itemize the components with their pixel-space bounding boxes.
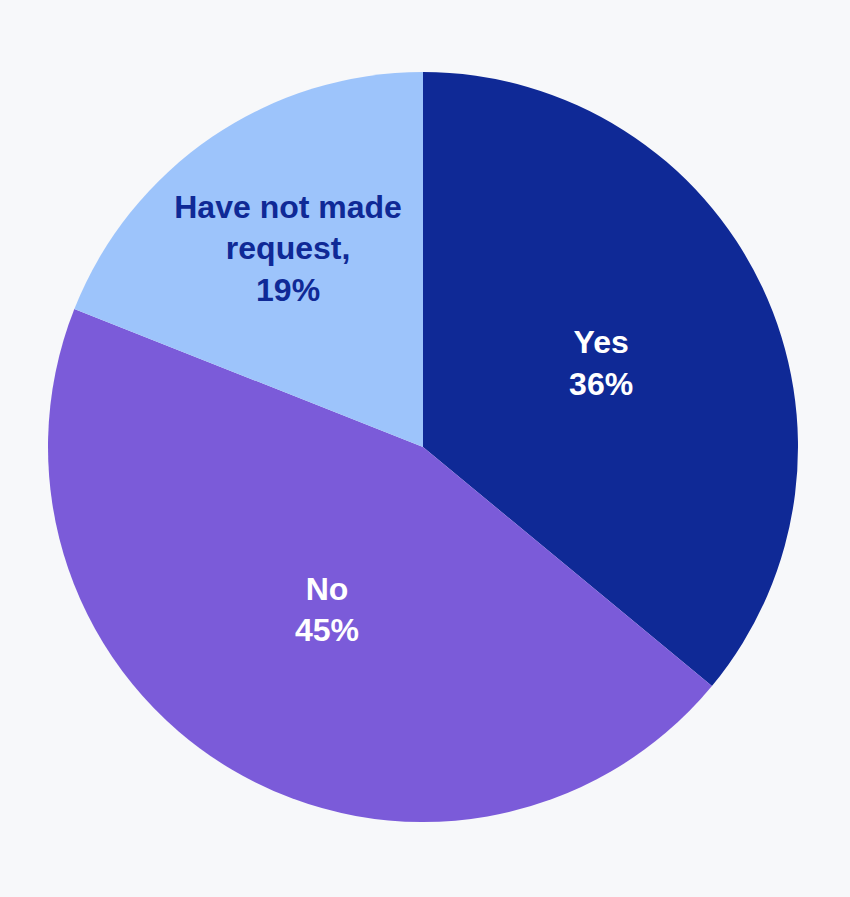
svg-text:No45%: No45% bbox=[295, 571, 359, 649]
svg-text:Yes36%: Yes36% bbox=[569, 324, 633, 402]
svg-text:Have not maderequest,19%: Have not maderequest,19% bbox=[174, 189, 402, 308]
